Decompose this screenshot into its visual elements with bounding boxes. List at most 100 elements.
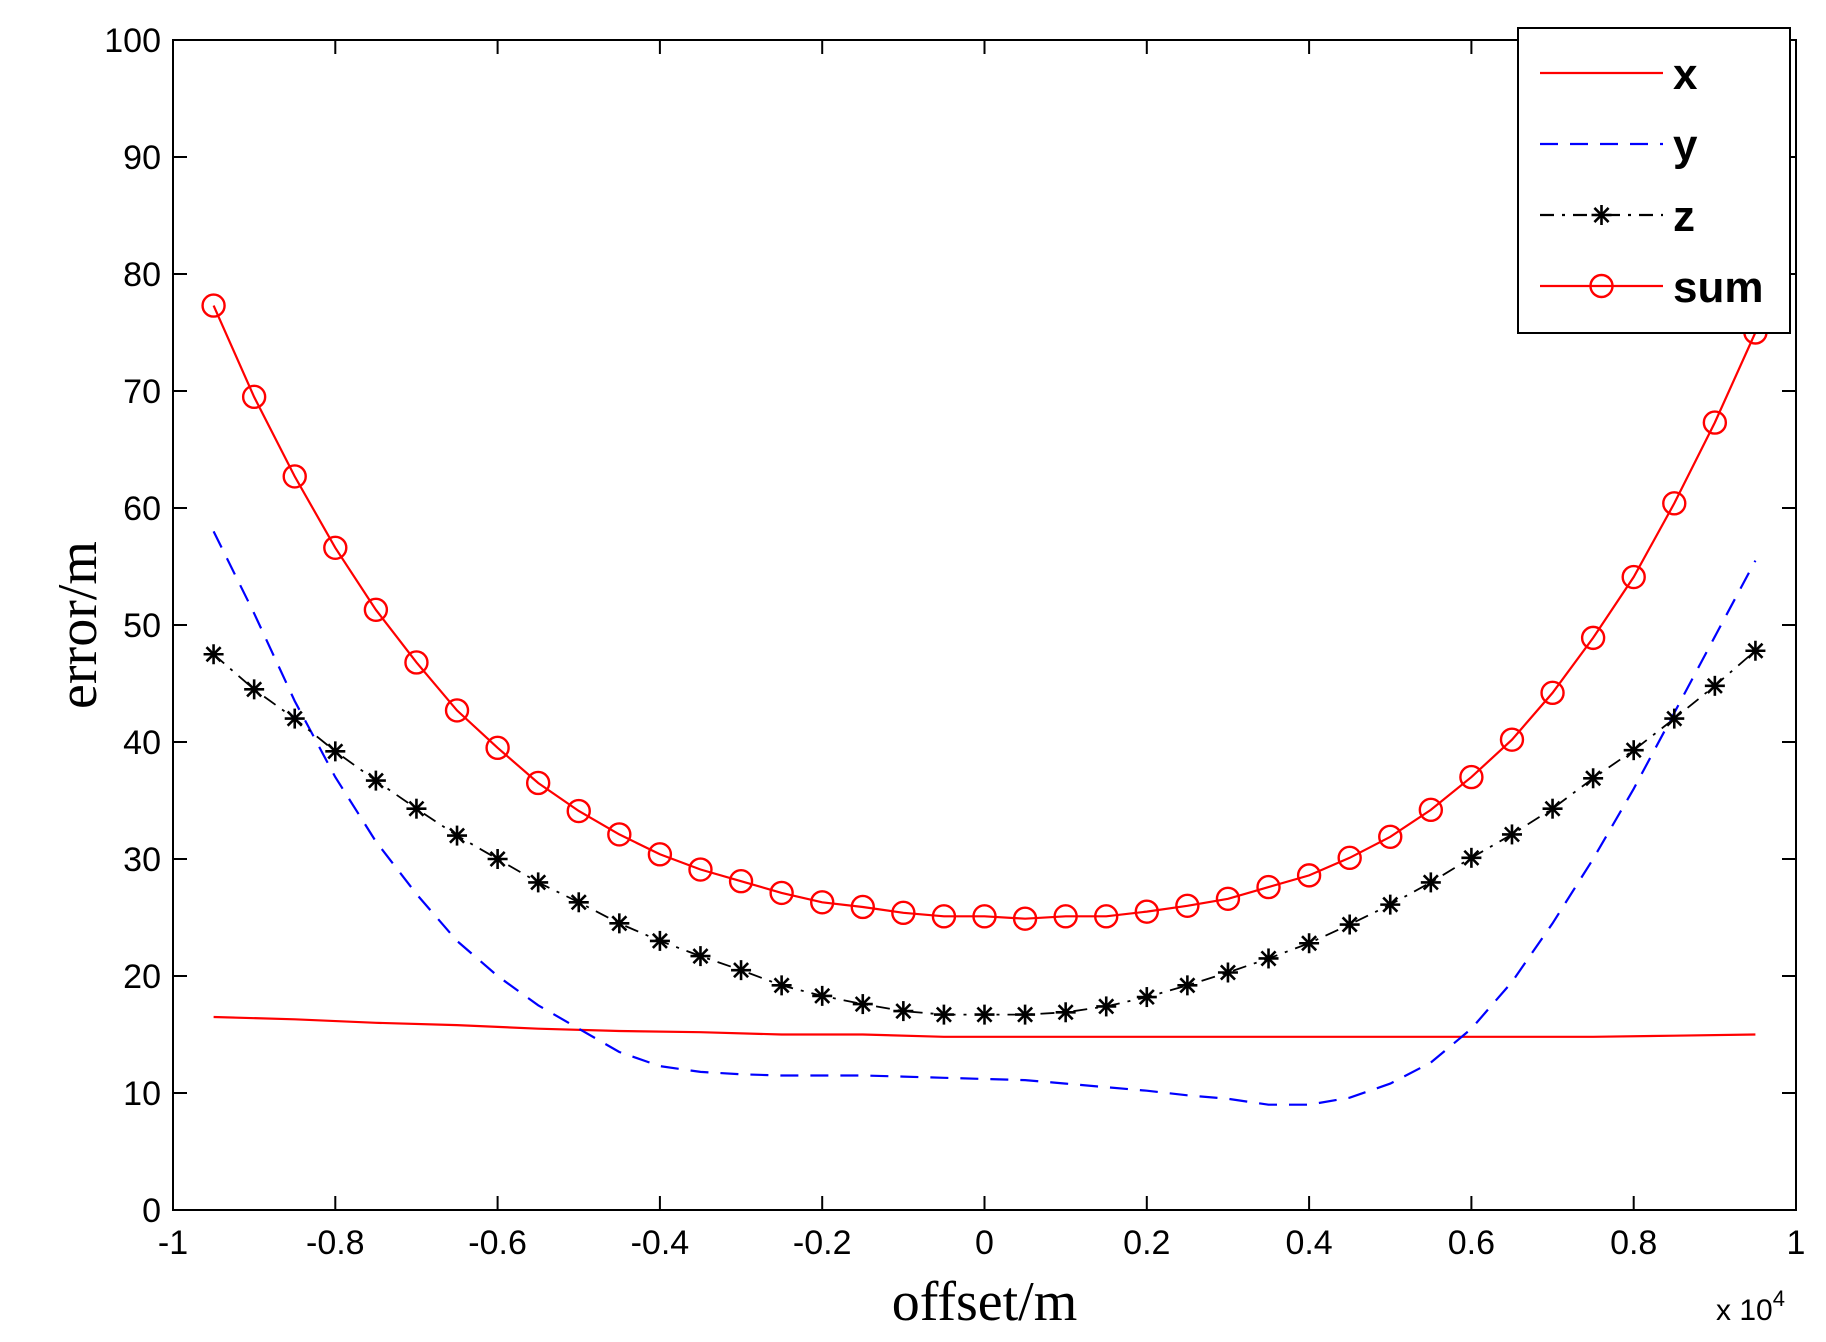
- sum-point: [1215, 886, 1241, 911]
- legend-label-y: y: [1673, 121, 1698, 170]
- y-tick-label: 80: [123, 256, 161, 294]
- z-point-stroke: [1422, 874, 1439, 891]
- sum-point: [1256, 874, 1281, 900]
- sum-point: [931, 904, 957, 929]
- z-point: [771, 975, 792, 996]
- sum-point: [444, 698, 470, 723]
- z-point: [1096, 996, 1117, 1017]
- z-point-stroke: [692, 948, 709, 965]
- z-point: [609, 913, 630, 934]
- y-axis: 0 10 20 30 40 50 60 70 80 90 100: [104, 22, 1796, 1230]
- z-point-stroke: [1585, 770, 1602, 787]
- sum-point: [891, 900, 916, 926]
- x-tick-label: 1: [1787, 1224, 1806, 1262]
- z-point-stroke: [286, 710, 303, 727]
- series-layer: [201, 293, 1768, 1106]
- z-point-stroke: [1593, 207, 1610, 223]
- z-point-stroke: [1341, 916, 1358, 933]
- x-tick-label: -0.8: [306, 1224, 365, 1262]
- z-point: [447, 825, 468, 846]
- z-point: [325, 741, 346, 762]
- sum-point: [688, 857, 713, 882]
- z-point: [1501, 824, 1522, 845]
- z-point-stroke: [814, 987, 831, 1004]
- sum-point: [1378, 824, 1403, 849]
- sum-point: [1418, 797, 1444, 823]
- y-tick-label: 30: [123, 841, 161, 879]
- z-point-stroke: [1625, 742, 1642, 759]
- z-point-stroke: [367, 772, 384, 789]
- z-point-stroke: [1098, 998, 1115, 1015]
- z-point: [1591, 205, 1612, 225]
- sum-point: [972, 904, 997, 929]
- z-point-stroke: [854, 996, 871, 1013]
- z-point-stroke: [1503, 826, 1520, 843]
- z-point-stroke: [530, 874, 547, 891]
- z-point: [244, 679, 265, 700]
- sum-point: [201, 293, 226, 318]
- z-point-stroke: [935, 1006, 952, 1023]
- z-point: [365, 770, 386, 791]
- z-point-stroke: [1057, 1004, 1074, 1021]
- z-point: [1055, 1002, 1076, 1023]
- z-point: [1420, 872, 1441, 893]
- sum-point: [810, 890, 835, 915]
- y-tick-label: 50: [123, 607, 161, 645]
- sum-point: [1134, 899, 1160, 924]
- legend-label-z: z: [1673, 192, 1695, 241]
- sum-point: [282, 464, 307, 489]
- z-point: [568, 892, 589, 913]
- z-point-stroke: [449, 827, 466, 844]
- y-tick-label: 10: [123, 1075, 161, 1113]
- sum-point: [241, 384, 267, 410]
- z-point: [1299, 933, 1320, 954]
- sum-point: [1012, 906, 1038, 931]
- z-point-stroke: [1179, 977, 1196, 994]
- series-line-y: [212, 530, 1757, 1106]
- z-point: [1664, 708, 1685, 729]
- sum-point: [525, 770, 551, 796]
- x-tick-label: 0.6: [1448, 1224, 1495, 1262]
- legend-box: [1517, 27, 1791, 334]
- z-point-stroke: [1706, 677, 1723, 694]
- z-point-stroke: [570, 894, 587, 911]
- z-point: [1461, 847, 1482, 868]
- z-point: [1136, 987, 1157, 1008]
- sum-point: [607, 822, 632, 847]
- z-point: [1339, 914, 1360, 935]
- sum-point: [728, 869, 754, 894]
- x-tick-label: -0.4: [631, 1224, 690, 1262]
- z-point-stroke: [1219, 964, 1236, 981]
- z-point-stroke: [733, 962, 750, 979]
- z-point: [528, 872, 549, 893]
- sum-point: [1053, 904, 1078, 929]
- z-point: [1380, 894, 1401, 915]
- y-tick-label: 100: [104, 22, 161, 60]
- sum-point: [1540, 680, 1565, 706]
- sum-point: [1702, 410, 1728, 435]
- sum-point: [1337, 845, 1362, 871]
- x-tick-label: -0.6: [468, 1224, 527, 1262]
- sum-point: [323, 535, 348, 560]
- series-x: [213, 1015, 1756, 1038]
- y-tick-label: 0: [142, 1192, 161, 1230]
- sum-point: [1094, 904, 1119, 929]
- sum-point: [404, 650, 429, 675]
- sum-point: [1580, 625, 1606, 651]
- z-point-stroke: [489, 851, 506, 867]
- z-point: [1015, 1004, 1036, 1025]
- x-axis-multiplier-exponent: 4: [1773, 1286, 1785, 1311]
- sum-point: [769, 880, 794, 906]
- x-axis-multiplier: x 104: [1716, 1286, 1785, 1327]
- y-tick-label: 60: [123, 490, 161, 528]
- z-point: [1542, 798, 1563, 819]
- y-tick-label: 40: [123, 724, 161, 762]
- sum-point: [1499, 727, 1525, 752]
- y-tick-label: 20: [123, 958, 161, 996]
- x-tick-label: 0.2: [1123, 1224, 1170, 1262]
- sum-point: [850, 894, 875, 920]
- x-axis-title: offset/m: [892, 1271, 1078, 1333]
- sum-point: [1175, 893, 1200, 918]
- sum-point: [1662, 491, 1687, 516]
- z-point: [731, 960, 752, 981]
